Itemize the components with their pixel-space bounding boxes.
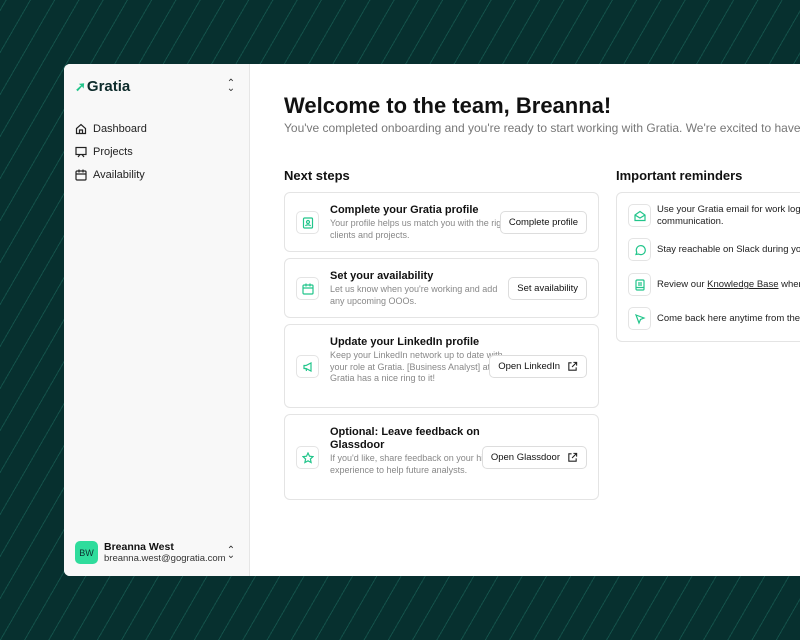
reminder-item: Use your Gratia email for work logins an… — [628, 204, 800, 227]
workspace-switcher-icon[interactable]: ⌃ ⌄ — [226, 78, 236, 94]
user-switcher-icon[interactable]: ⌃ ⌄ — [226, 545, 236, 561]
step-card-glassdoor: Optional: Leave feedback on Glassdoor If … — [284, 414, 599, 500]
presentation-icon — [75, 146, 87, 157]
mail-open-icon — [628, 204, 651, 227]
calendar-icon — [296, 277, 319, 300]
sidebar-item-dashboard[interactable]: Dashboard — [75, 117, 147, 140]
reminders-card: Use your Gratia email for work logins an… — [616, 192, 800, 342]
step-card-linkedin: Update your LinkedIn profile Keep your Li… — [284, 324, 599, 408]
star-icon — [296, 446, 319, 469]
avatar: BW — [75, 541, 98, 564]
next-steps-heading: Next steps — [284, 168, 350, 183]
reminders-heading: Important reminders — [616, 168, 743, 183]
open-linkedin-button[interactable]: Open LinkedIn — [489, 355, 587, 378]
arrow-logo-icon: ➚ — [75, 78, 86, 94]
app-window: ➚ Gratia ⌃ ⌄ Dashboard Projects Availabili… — [64, 64, 800, 576]
user-email: breanna.west@gogratia.com — [104, 553, 226, 564]
calendar-icon — [75, 169, 87, 181]
external-link-icon — [568, 361, 578, 371]
main-content: Welcome to the team, Breanna! You've com… — [250, 64, 800, 576]
profile-badge-icon — [296, 211, 319, 234]
sidebar-item-projects[interactable]: Projects — [75, 140, 147, 163]
reminder-item: Stay reachable on Slack during your work… — [628, 238, 800, 261]
logo[interactable]: ➚ Gratia — [75, 78, 131, 95]
cursor-icon — [628, 307, 651, 330]
reminder-item: Review our Knowledge Base when you have … — [628, 273, 800, 296]
sidebar-item-availability[interactable]: Availability — [75, 163, 147, 186]
chat-icon — [628, 238, 651, 261]
book-icon — [628, 273, 651, 296]
page-title: Welcome to the team, Breanna! — [284, 93, 612, 118]
complete-profile-button[interactable]: Complete profile — [499, 211, 587, 234]
page-subtitle: You've completed onboarding and you're r… — [284, 121, 800, 135]
user-name: Breanna West — [104, 541, 174, 553]
open-glassdoor-button[interactable]: Open Glassdoor — [481, 446, 587, 469]
sidebar-nav: Dashboard Projects Availability — [75, 117, 147, 186]
knowledge-base-link[interactable]: Knowledge Base — [707, 279, 779, 290]
step-card-profile: Complete your Gratia profile Your profile… — [284, 192, 599, 252]
set-availability-button[interactable]: Set availability — [508, 277, 587, 300]
home-icon — [75, 123, 87, 134]
sidebar: ➚ Gratia ⌃ ⌄ Dashboard Projects Availabili… — [64, 64, 250, 576]
megaphone-icon — [296, 355, 319, 378]
reminder-item: Come back here anytime from the menu. — [628, 307, 800, 330]
user-menu[interactable]: BW Breanna West breanna.west@gogratia.co… — [75, 541, 226, 564]
step-card-availability: Set your availability Let us know when yo… — [284, 258, 599, 318]
external-link-icon — [568, 452, 578, 462]
